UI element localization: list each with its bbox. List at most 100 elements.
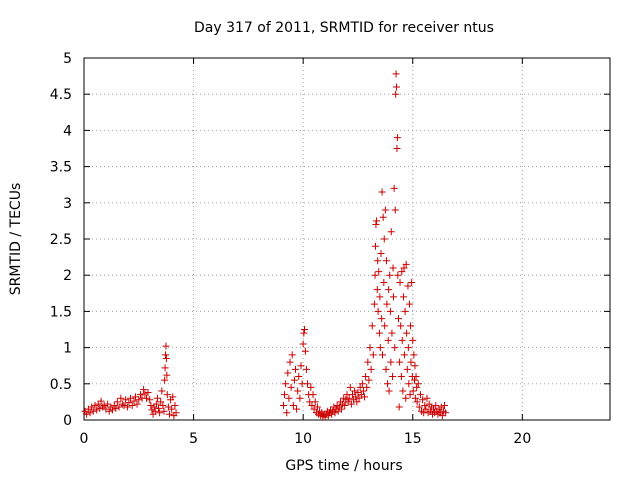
data-point (113, 398, 121, 406)
data-point (353, 398, 361, 406)
data-point (373, 217, 381, 225)
data-point (396, 278, 404, 286)
data-point (410, 351, 418, 359)
data-point (370, 300, 378, 308)
data-point (411, 362, 419, 370)
data-point (413, 398, 421, 406)
data-point (409, 336, 417, 344)
y-tick-label: 4.5 (50, 87, 72, 103)
data-point (163, 391, 171, 399)
data-point (142, 394, 150, 402)
data-point (130, 397, 138, 405)
y-tick-label: 2.5 (50, 232, 72, 248)
data-point (403, 365, 411, 373)
data-point (373, 286, 381, 294)
data-point (376, 293, 384, 301)
chart-title: Day 317 of 2011, SRMTID for receiver ntu… (194, 20, 494, 36)
y-tick-label: 0.5 (50, 377, 72, 393)
data-point (308, 402, 316, 410)
x-tick-label: 5 (189, 431, 198, 447)
data-point (118, 400, 126, 408)
data-point (172, 409, 180, 417)
y-tick-label: 3.5 (50, 160, 72, 176)
data-point (384, 336, 392, 344)
data-point (338, 405, 346, 413)
data-point (97, 397, 105, 405)
data-point (107, 403, 115, 411)
data-point (391, 206, 399, 214)
data-point (400, 293, 408, 301)
data-point (387, 358, 395, 366)
data-point (384, 380, 392, 388)
data-point (313, 403, 321, 411)
data-point (88, 403, 96, 411)
data-point (328, 410, 336, 418)
data-point (365, 376, 373, 384)
data-point (352, 393, 360, 401)
x-tick-label: 15 (404, 431, 422, 447)
data-point (369, 351, 377, 359)
data-point (293, 405, 301, 413)
data-point (374, 257, 382, 265)
data-point (160, 407, 168, 415)
data-point (416, 391, 424, 399)
data-point (371, 242, 379, 250)
data-point (155, 404, 163, 412)
data-point (304, 380, 312, 388)
data-point (108, 406, 116, 414)
data-point (386, 307, 394, 315)
data-point (137, 391, 145, 399)
data-point (381, 322, 389, 330)
data-point (405, 380, 413, 388)
data-point (437, 403, 445, 411)
data-point (284, 369, 292, 377)
data-point (104, 400, 112, 408)
plot-frame (83, 57, 611, 421)
data-point (152, 400, 160, 408)
data-point (407, 322, 415, 330)
data-point (389, 373, 397, 381)
data-point (372, 221, 380, 229)
data-point (94, 400, 102, 408)
data-point (392, 70, 400, 78)
x-tick-label: 10 (294, 431, 312, 447)
data-point (392, 90, 400, 98)
data-point (311, 398, 319, 406)
data-point (364, 358, 372, 366)
data-point (402, 260, 410, 268)
data-point (163, 371, 171, 379)
y-tick-label: 3 (63, 196, 72, 212)
data-point (374, 307, 382, 315)
y-axis-label: SRMTID / TECUs (8, 183, 24, 296)
data-point (411, 394, 419, 402)
data-point (389, 264, 397, 272)
data-point (408, 278, 416, 286)
data-point (345, 394, 353, 402)
data-point (401, 307, 409, 315)
data-point (356, 383, 364, 391)
data-point (347, 400, 355, 408)
data-point (378, 188, 386, 196)
data-point (375, 329, 383, 337)
data-point (398, 268, 406, 276)
data-point (112, 404, 120, 412)
data-point (83, 410, 91, 418)
data-point (409, 387, 417, 395)
data-point (377, 249, 385, 257)
data-point (403, 329, 411, 337)
data-point (151, 407, 159, 415)
data-point (307, 383, 315, 391)
data-point (397, 322, 405, 330)
data-point (287, 383, 295, 391)
data-point (395, 315, 403, 323)
data-point (140, 386, 148, 394)
data-point (321, 413, 329, 421)
data-point (358, 380, 366, 388)
data-point (406, 391, 414, 399)
data-point (375, 268, 383, 276)
data-point (395, 403, 403, 411)
data-point (411, 376, 419, 384)
data-point (394, 271, 402, 279)
data-point (368, 322, 376, 330)
data-point (362, 373, 370, 381)
